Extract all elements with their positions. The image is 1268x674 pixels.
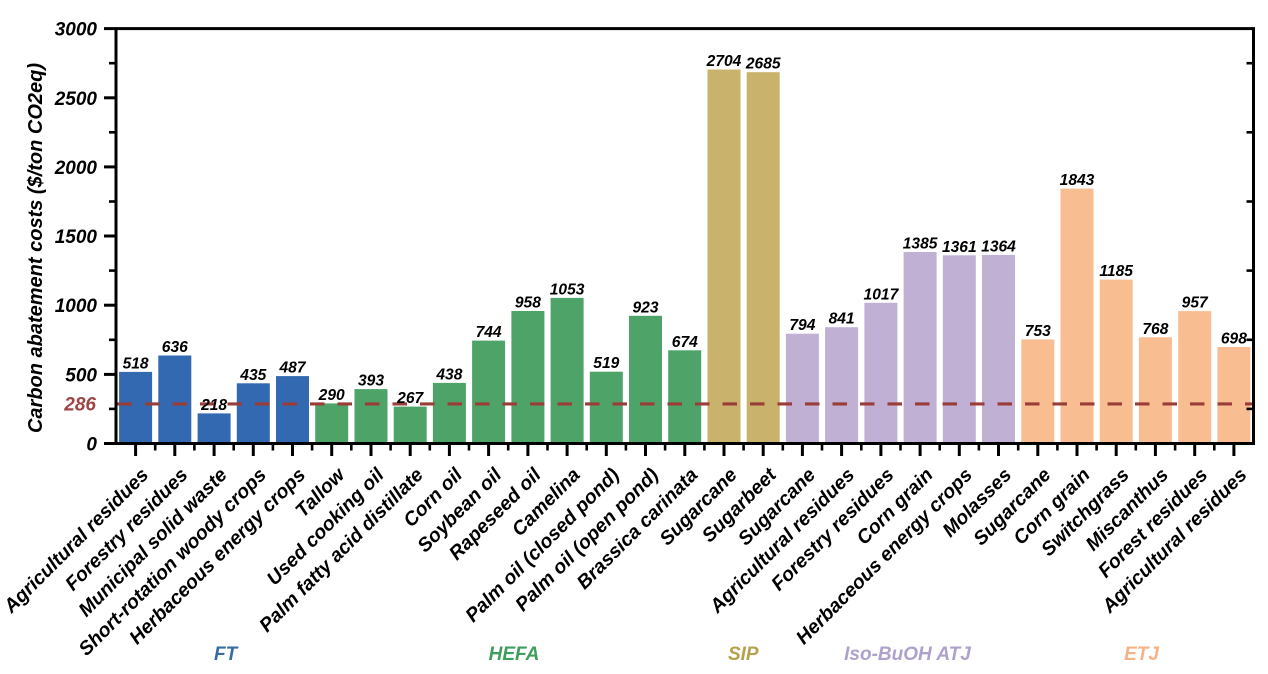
svg-text:2704: 2704 xyxy=(706,53,742,70)
svg-text:1017: 1017 xyxy=(864,286,900,303)
svg-text:1385: 1385 xyxy=(903,236,938,253)
svg-text:3000: 3000 xyxy=(55,20,98,41)
svg-text:753: 753 xyxy=(1025,323,1051,340)
svg-text:0: 0 xyxy=(86,435,97,456)
svg-text:698: 698 xyxy=(1221,331,1247,348)
svg-text:518: 518 xyxy=(123,355,149,372)
svg-text:286: 286 xyxy=(63,394,96,415)
svg-text:636: 636 xyxy=(162,339,188,356)
svg-text:519: 519 xyxy=(593,355,619,372)
svg-text:FT: FT xyxy=(214,644,239,665)
svg-text:HEFA: HEFA xyxy=(489,644,540,665)
svg-text:1361: 1361 xyxy=(942,239,977,256)
svg-text:Carbon abatement costs ($/ton: Carbon abatement costs ($/ton CO2eq) xyxy=(25,63,47,433)
svg-text:1000: 1000 xyxy=(55,296,98,317)
svg-text:794: 794 xyxy=(789,317,815,334)
svg-text:ETJ: ETJ xyxy=(1124,644,1159,665)
svg-text:2000: 2000 xyxy=(54,158,98,179)
svg-text:290: 290 xyxy=(318,387,345,404)
svg-text:500: 500 xyxy=(65,365,97,386)
svg-text:957: 957 xyxy=(1182,295,1209,312)
svg-text:1500: 1500 xyxy=(55,227,98,248)
svg-text:267: 267 xyxy=(396,390,424,407)
svg-text:435: 435 xyxy=(239,367,266,384)
svg-text:1053: 1053 xyxy=(550,281,585,298)
svg-text:SIP: SIP xyxy=(728,644,759,665)
svg-text:1185: 1185 xyxy=(1099,263,1133,280)
svg-text:2685: 2685 xyxy=(745,56,781,73)
svg-text:2500: 2500 xyxy=(54,89,98,110)
svg-text:1843: 1843 xyxy=(1060,172,1095,189)
svg-text:Iso-BuOH ATJ: Iso-BuOH ATJ xyxy=(844,644,971,665)
svg-text:393: 393 xyxy=(358,373,384,390)
svg-text:1364: 1364 xyxy=(981,238,1016,255)
svg-text:768: 768 xyxy=(1142,321,1168,338)
svg-text:674: 674 xyxy=(672,334,698,351)
svg-text:744: 744 xyxy=(476,324,502,341)
svg-text:958: 958 xyxy=(515,295,541,312)
svg-text:841: 841 xyxy=(829,311,855,328)
svg-text:487: 487 xyxy=(278,360,306,377)
svg-text:438: 438 xyxy=(435,366,462,383)
svg-text:923: 923 xyxy=(632,299,658,316)
svg-text:218: 218 xyxy=(200,397,227,414)
